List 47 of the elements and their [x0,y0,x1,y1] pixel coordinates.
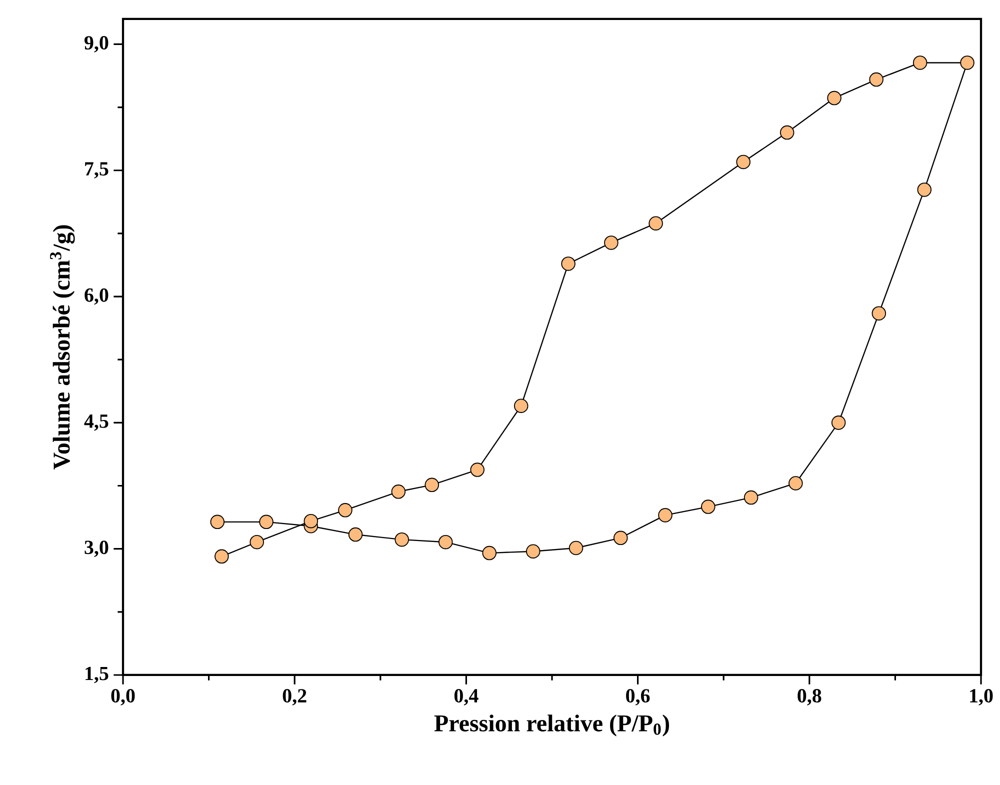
point [391,484,406,499]
point [872,306,886,320]
point [701,500,716,514]
y-tick-label: 7,5 [85,162,108,178]
point [736,154,750,170]
point [514,398,528,413]
point [917,182,932,197]
point [526,544,540,558]
point [438,534,453,550]
y-tick-label: 6,0 [84,288,108,305]
point [614,530,628,546]
y-tick-label: 3,0 [84,540,108,558]
y-axis-title: Volume adsorbé (cm$^{3}$/g) [50,225,75,470]
point [960,56,974,70]
point [831,416,846,430]
y-tick-label: 1,5 [86,666,108,684]
x-tick-label: 0,0 [111,689,135,706]
x-axis-title: Pression relative (P/P$_{0}$) [434,714,670,736]
point [394,532,409,547]
point [780,125,794,140]
point [338,503,352,518]
point [827,90,842,106]
point [568,540,584,556]
y-tick-label: 9,0 [84,36,108,52]
point [604,236,618,250]
x-tick-label: 0,2 [282,689,306,706]
point [424,478,440,492]
point [869,72,884,87]
point [788,476,803,490]
point [348,527,363,542]
y-tick-label: 4,5 [84,414,108,431]
x-tick-label: 0,4 [454,689,478,706]
point [482,546,497,560]
point [304,514,318,528]
point [912,56,928,70]
point [250,534,264,550]
x-tick-label: 0,8 [798,689,822,706]
point [658,508,672,522]
point [648,216,663,230]
point [561,256,576,271]
x-tick-label: 0,6 [626,689,650,706]
point [470,462,484,477]
point [259,514,274,530]
point [744,490,758,505]
point [210,514,225,530]
point [214,549,229,564]
x-tick-label: 1,0 [970,689,993,706]
